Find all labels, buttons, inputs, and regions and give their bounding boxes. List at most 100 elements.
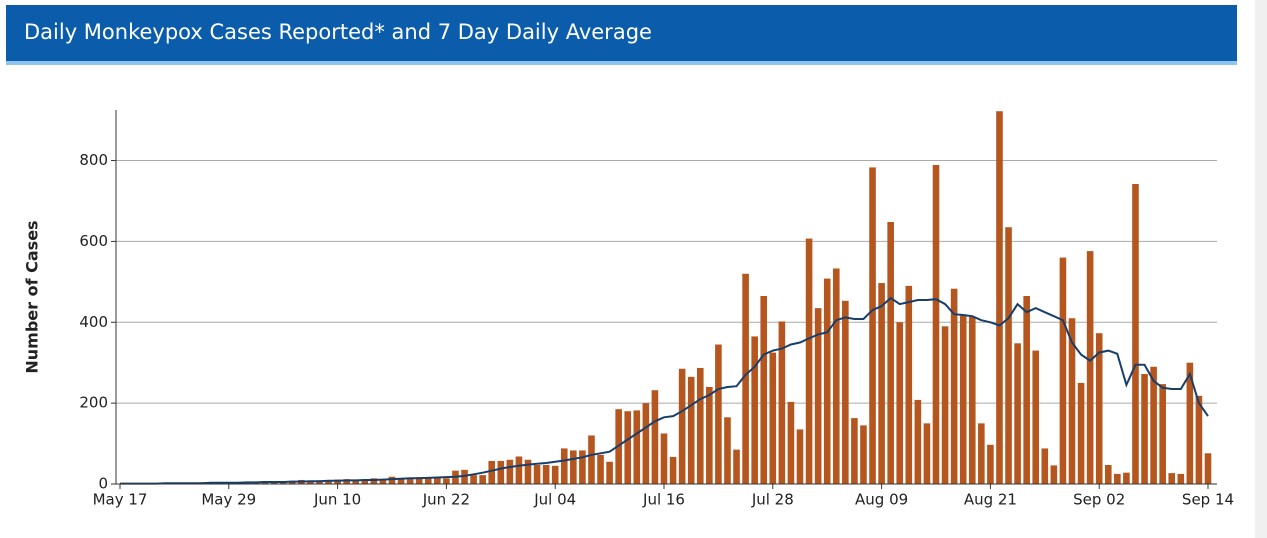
bar [325, 480, 332, 484]
bar [524, 459, 532, 484]
bar [588, 435, 595, 484]
bar [515, 456, 523, 484]
bar [669, 456, 677, 484]
bar [370, 478, 378, 484]
bar [533, 464, 541, 484]
bar [996, 111, 1003, 484]
bar [651, 390, 659, 484]
bar [542, 464, 550, 484]
bar [696, 367, 704, 484]
bar [397, 477, 405, 484]
bar [742, 273, 749, 484]
bar [769, 352, 777, 484]
bar [950, 288, 958, 484]
x-tick-label: Sep 02 [1073, 491, 1125, 509]
bar [760, 295, 768, 484]
bar [406, 477, 414, 484]
x-tick-label: Aug 09 [855, 491, 908, 509]
bar [1195, 395, 1203, 484]
bar [878, 283, 885, 484]
bar [1086, 251, 1094, 484]
bar [823, 278, 831, 484]
x-tick-label: Jul 28 [751, 491, 794, 509]
bar [633, 410, 641, 484]
bar [1177, 473, 1185, 484]
bar [1032, 350, 1040, 484]
bar [968, 317, 976, 484]
bar [579, 450, 586, 484]
bar [987, 444, 994, 484]
x-tick-label: Aug 21 [964, 491, 1017, 509]
bar [1114, 473, 1121, 484]
bar [805, 238, 813, 484]
bar [1123, 472, 1130, 484]
bar [778, 321, 786, 484]
bar [424, 477, 432, 484]
bar [1077, 382, 1085, 484]
bar [832, 268, 840, 484]
bar [597, 454, 604, 484]
y-axis-label: Number of Cases [23, 220, 42, 373]
bar [814, 308, 822, 484]
bar [1150, 366, 1157, 484]
bar [379, 479, 387, 484]
bar [1014, 343, 1021, 484]
bar [560, 448, 568, 484]
bar [796, 429, 804, 484]
y-tick-label: 600 [79, 232, 108, 250]
bar [1005, 227, 1012, 484]
bar [570, 450, 577, 484]
bar [488, 460, 496, 484]
bar [506, 459, 514, 484]
bar [687, 376, 695, 484]
bar [932, 164, 940, 485]
bar [842, 300, 849, 484]
bar [660, 433, 668, 484]
average-line [120, 296, 1209, 485]
x-tick-label: Sep 14 [1182, 491, 1234, 509]
bar [869, 167, 876, 484]
bar [1050, 465, 1058, 484]
chart-title: Daily Monkeypox Cases Reported* and 7 Da… [24, 20, 652, 44]
bar [978, 423, 985, 484]
bar [606, 461, 613, 484]
y-tick-label: 800 [79, 151, 108, 169]
bar [1023, 295, 1030, 484]
x-tick-label: Jul 16 [642, 491, 685, 509]
bar [851, 418, 858, 484]
bar [461, 469, 468, 484]
y-tick-label: 400 [79, 313, 108, 331]
header: Daily Monkeypox Cases Reported* and 7 Da… [6, 5, 1237, 65]
bar [434, 476, 441, 484]
bar [1186, 362, 1194, 484]
bar [860, 425, 867, 484]
bar [706, 386, 713, 484]
x-tick-label: Jun 10 [313, 491, 361, 509]
bar [1041, 448, 1049, 484]
bar [678, 368, 686, 484]
bar [724, 417, 731, 484]
bar [361, 479, 369, 484]
bar [905, 285, 913, 484]
bar [1168, 473, 1176, 484]
bar [715, 344, 722, 484]
x-tick-label: May 17 [93, 491, 148, 509]
bar [941, 326, 949, 484]
bar [914, 399, 922, 484]
bar [343, 479, 350, 484]
bar [352, 479, 360, 484]
bar [642, 403, 650, 484]
bar [1059, 257, 1067, 484]
bar [751, 336, 758, 484]
bar [479, 475, 486, 484]
bar [1141, 374, 1148, 484]
bar [415, 477, 423, 484]
scrollbar [1255, 0, 1267, 538]
bar [1159, 384, 1166, 484]
bar [1204, 453, 1212, 484]
bar [1132, 183, 1139, 485]
bar [1095, 333, 1103, 484]
bar [959, 314, 967, 484]
